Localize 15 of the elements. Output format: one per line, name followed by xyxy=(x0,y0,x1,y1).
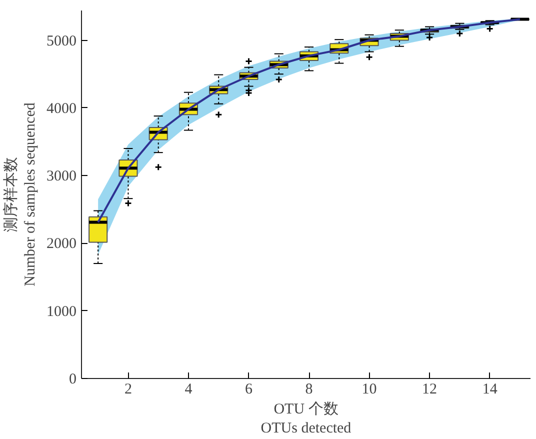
x-tick-label: 12 xyxy=(422,382,438,398)
y-tick-label: 0 xyxy=(69,372,76,388)
y-axis-title: 测序样本数 Number of samples sequenced xyxy=(2,102,38,286)
y-tick-label: 4000 xyxy=(46,100,76,117)
x-tick-label: 6 xyxy=(244,382,253,398)
y-tick-label: 1000 xyxy=(46,304,76,320)
x-tick-label: 10 xyxy=(362,382,377,398)
x-axis-title: OTU 个数 OTUs detected xyxy=(260,400,352,437)
y-tick-label: 3000 xyxy=(46,168,76,185)
y-tick-label: 2000 xyxy=(46,236,76,252)
y-tick-label: 5000 xyxy=(46,33,76,50)
x-tick-label: 14 xyxy=(482,382,498,398)
x-tick-label: 4 xyxy=(184,382,193,398)
x-tick-label: 8 xyxy=(305,382,313,398)
x-tick-label: 2 xyxy=(124,382,132,398)
